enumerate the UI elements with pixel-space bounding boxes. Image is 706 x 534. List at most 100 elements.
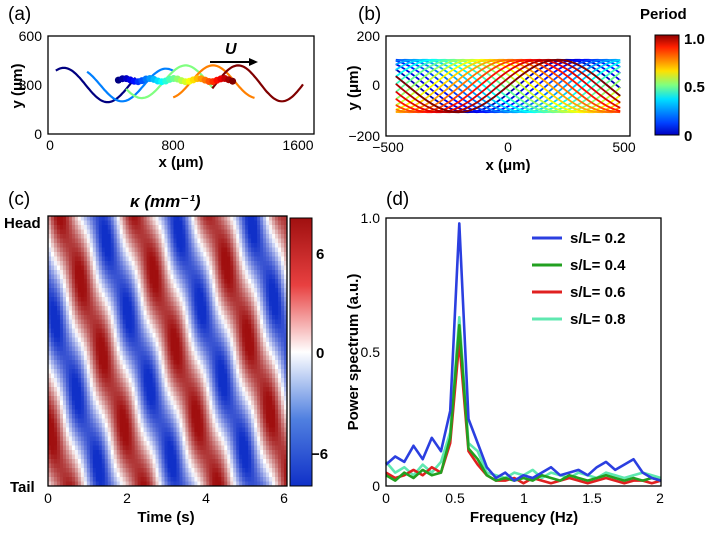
heat-cell xyxy=(56,427,61,433)
heat-cell xyxy=(110,468,115,474)
heat-cell xyxy=(212,441,216,447)
heat-cell xyxy=(272,477,276,483)
heat-cell xyxy=(95,310,100,316)
heat-cell xyxy=(80,418,85,424)
heat-cell xyxy=(48,310,52,316)
heat-cell xyxy=(149,454,154,460)
heat-cell xyxy=(206,279,210,285)
heat-cell xyxy=(155,364,160,370)
heat-cell xyxy=(269,445,273,451)
heat-cell xyxy=(62,432,67,438)
heat-cell xyxy=(257,423,261,429)
heat-cell xyxy=(209,409,213,415)
heat-cell xyxy=(254,279,258,285)
heat-cell xyxy=(176,216,181,222)
heat-cell xyxy=(110,310,115,316)
heat-cell xyxy=(203,427,207,433)
heat-cell xyxy=(50,423,55,429)
heat-cell xyxy=(209,301,213,307)
heat-cell xyxy=(176,445,181,451)
heat-cell xyxy=(140,342,145,348)
heat-cell xyxy=(284,445,287,451)
heat-cell xyxy=(116,391,121,397)
heat-cell xyxy=(143,279,148,285)
heat-cell xyxy=(269,220,273,226)
heat-cell xyxy=(59,423,64,429)
heat-cell xyxy=(203,270,207,276)
heat-cell xyxy=(275,324,279,330)
heat-cell xyxy=(48,382,52,388)
heat-cell xyxy=(248,265,252,271)
heat-cell xyxy=(92,391,97,397)
heat-cell xyxy=(122,265,127,271)
heat-cell xyxy=(269,265,273,271)
heat-cell xyxy=(83,454,88,460)
heat-cell xyxy=(161,243,166,249)
heat-cell xyxy=(272,378,276,384)
heat-cell xyxy=(125,405,130,411)
heat-cell xyxy=(158,319,163,325)
heat-cell xyxy=(50,414,55,420)
heat-cell xyxy=(119,270,124,276)
heat-cell xyxy=(110,382,115,388)
heat-cell xyxy=(128,396,133,402)
heat-cell xyxy=(116,261,121,267)
heat-cell xyxy=(284,400,287,406)
heat-cell xyxy=(215,445,219,451)
heat-cell xyxy=(122,234,127,240)
heat-cell xyxy=(143,391,148,397)
heat-cell xyxy=(59,238,64,244)
heat-cell xyxy=(137,324,142,330)
heat-cell xyxy=(107,373,112,379)
heat-cell xyxy=(83,324,88,330)
heat-cell xyxy=(48,459,52,465)
heat-cell xyxy=(179,391,184,397)
heat-cell xyxy=(203,238,207,244)
heat-cell xyxy=(254,225,258,231)
heat-cell xyxy=(221,382,225,388)
heat-cell xyxy=(128,387,133,393)
heat-cell xyxy=(227,256,231,262)
heat-cell xyxy=(110,220,115,226)
heat-cell xyxy=(197,400,201,406)
heat-cell xyxy=(275,301,279,307)
heat-cell xyxy=(179,306,184,312)
heat-cell xyxy=(218,378,222,384)
heat-cell xyxy=(242,481,246,486)
heat-cell xyxy=(86,463,91,469)
heat-cell xyxy=(143,414,148,420)
heat-cell xyxy=(245,288,249,294)
heat-cell xyxy=(176,355,181,361)
heat-cell xyxy=(245,315,249,321)
heat-cell xyxy=(89,436,94,442)
heat-cell xyxy=(236,409,240,415)
heat-cell xyxy=(266,468,270,474)
heat-cell xyxy=(209,418,213,424)
heat-cell xyxy=(164,378,169,384)
heat-cell xyxy=(104,256,109,262)
heat-cell xyxy=(269,427,273,433)
heat-cell xyxy=(254,270,258,276)
heat-cell xyxy=(227,247,231,253)
heat-cell xyxy=(125,229,130,235)
heat-cell xyxy=(56,418,61,424)
heat-cell xyxy=(137,351,142,357)
heat-cell xyxy=(59,477,64,483)
heat-cell xyxy=(53,387,58,393)
heat-cell xyxy=(266,297,270,303)
heat-cell xyxy=(143,445,148,451)
heat-cell xyxy=(167,463,172,469)
heat-cell xyxy=(257,468,261,474)
heat-cell xyxy=(284,436,287,442)
heat-cell xyxy=(245,369,249,375)
heat-cell xyxy=(137,355,142,361)
heat-cell xyxy=(263,463,267,469)
heat-cell xyxy=(224,306,228,312)
heat-cell xyxy=(152,441,157,447)
heat-cell xyxy=(68,252,73,258)
heat-cell xyxy=(260,481,264,486)
heat-cell xyxy=(110,436,115,442)
heat-cell xyxy=(71,477,76,483)
heat-cell xyxy=(155,391,160,397)
heat-cell xyxy=(221,400,225,406)
